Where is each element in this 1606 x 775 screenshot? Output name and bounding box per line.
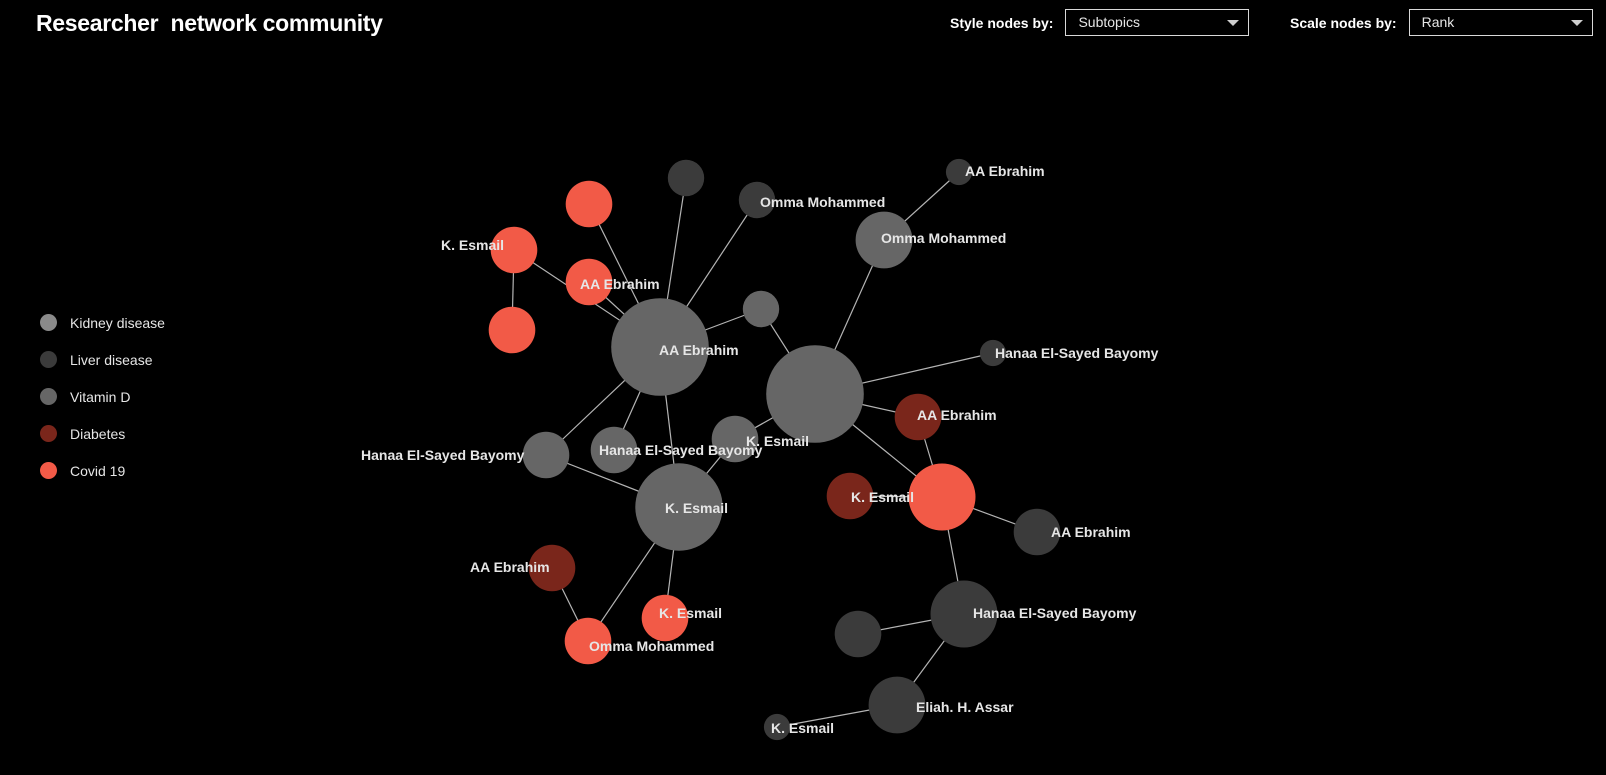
node-liver[interactable] (834, 610, 882, 658)
scale-nodes-control: Scale nodes by: Rank (1290, 9, 1593, 36)
node-label: AA Ebrahim (470, 559, 550, 575)
node-diabetes[interactable] (826, 472, 874, 520)
nodes-layer (488, 158, 1061, 741)
legend-dot-icon (40, 462, 57, 479)
node-label: K. Esmail (851, 489, 914, 505)
node-liver[interactable] (738, 181, 776, 219)
chevron-down-icon (1570, 20, 1583, 26)
page-title: Researcher network community (36, 10, 383, 36)
labels-layer: Omma Mohammed AA Ebrahim K. Esmail AA Ebrah… (361, 163, 1159, 736)
legend-label: Diabetes (70, 425, 126, 442)
style-nodes-select[interactable]: Subtopics (1065, 9, 1250, 36)
node-label: Hanaa El-Sayed Bayomy (995, 345, 1159, 361)
node-vitamin[interactable] (742, 290, 780, 328)
legend-item-vitamin-d[interactable]: Vitamin D (40, 378, 165, 415)
legend-item-diabetes[interactable]: Diabetes (40, 415, 165, 452)
node-label: Omma Mohammed (881, 230, 1006, 246)
node-vitamin[interactable] (711, 415, 759, 463)
legend-dot-icon (40, 351, 57, 368)
scale-nodes-value: Rank (1421, 14, 1455, 30)
node-covid[interactable] (490, 226, 538, 274)
scale-nodes-label: Scale nodes by: (1290, 14, 1397, 31)
node-label: Omma Mohammed (589, 638, 714, 654)
style-nodes-control: Style nodes by: Subtopics (950, 9, 1250, 36)
node-label: AA Ebrahim (917, 407, 997, 423)
node-diabetes[interactable] (894, 393, 942, 441)
node-vitamin[interactable] (522, 431, 570, 479)
node-label: AA Ebrahim (1051, 524, 1131, 540)
legend-label: Vitamin D (70, 388, 131, 405)
legend-dot-icon (40, 425, 57, 442)
legend-item-kidney[interactable]: Kidney disease (40, 304, 165, 341)
node-label: Omma Mohammed (760, 194, 885, 210)
node-liver[interactable] (763, 713, 791, 741)
legend-label: Kidney disease (70, 314, 165, 331)
node-covid[interactable] (565, 180, 613, 228)
node-label: AA Ebrahim (659, 342, 739, 358)
legend-item-covid[interactable]: Covid 19 (40, 452, 165, 489)
style-nodes-value: Subtopics (1078, 14, 1140, 30)
node-vitamin[interactable] (590, 426, 638, 474)
node-liver[interactable] (979, 339, 1007, 367)
legend: Kidney disease Liver disease Vitamin D D… (40, 304, 165, 489)
node-label: K. Esmail (665, 500, 728, 516)
legend-dot-icon (40, 388, 57, 405)
legend-dot-icon (40, 314, 57, 331)
node-label: K. Esmail (746, 433, 809, 449)
node-vitamin[interactable] (611, 298, 709, 396)
chevron-down-icon (1227, 20, 1240, 26)
node-liver[interactable] (1013, 508, 1061, 556)
node-vitamin[interactable] (855, 211, 913, 269)
node-label: Hanaa El-Sayed Bayomy (599, 442, 763, 458)
node-liver[interactable] (945, 158, 973, 186)
node-label: Hanaa El-Sayed Bayomy (361, 447, 525, 463)
legend-label: Covid 19 (70, 462, 126, 479)
node-label: AA Ebrahim (580, 276, 660, 292)
node-covid[interactable] (641, 594, 689, 642)
node-covid[interactable] (564, 617, 612, 665)
legend-item-liver[interactable]: Liver disease (40, 341, 165, 378)
node-label: Eliah. H. Assar (916, 699, 1014, 715)
node-liver[interactable] (667, 159, 705, 197)
node-diabetes[interactable] (528, 544, 576, 592)
node-label: K. Esmail (441, 237, 504, 253)
node-vitamin[interactable] (635, 463, 723, 551)
legend-label: Liver disease (70, 351, 153, 368)
node-vitamin[interactable] (766, 345, 864, 443)
style-nodes-label: Style nodes by: (950, 14, 1054, 31)
scale-nodes-select[interactable]: Rank (1408, 9, 1593, 36)
node-liver[interactable] (930, 580, 998, 648)
node-covid[interactable] (908, 463, 976, 531)
node-label: K. Esmail (771, 720, 834, 736)
node-liver[interactable] (868, 676, 926, 734)
node-label: Hanaa El-Sayed Bayomy (973, 605, 1137, 621)
node-covid[interactable] (488, 306, 536, 354)
node-label: AA Ebrahim (965, 163, 1045, 179)
node-covid[interactable] (565, 258, 613, 306)
node-label: K. Esmail (659, 605, 722, 621)
